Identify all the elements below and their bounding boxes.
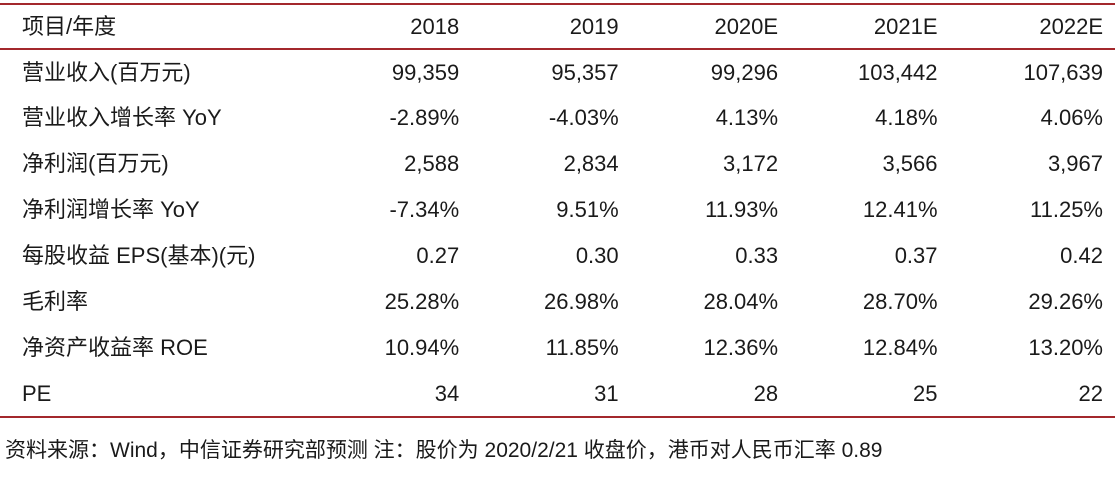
table-row: PE 34 31 28 25 22 [0, 371, 1115, 418]
cell-value: 12.36% [703, 335, 779, 360]
row-label: 净利润(百万元) [22, 151, 169, 176]
cell-value: 9.51% [556, 197, 619, 222]
cell-value: 0.33 [735, 243, 779, 268]
table-row: 每股收益 EPS(基本)(元) 0.27 0.30 0.33 0.37 0.42 [0, 233, 1115, 279]
cell-value: 4.18% [875, 105, 938, 130]
cell-value: 22 [955, 371, 1115, 418]
row-label: PE [0, 371, 318, 418]
cell-value: 12.41% [862, 197, 938, 222]
column-header-2022e: 2022E [955, 4, 1115, 50]
row-label: 营业收入(百万元) [22, 59, 191, 85]
cell-value: 31 [477, 371, 637, 418]
table-row: 毛利率 25.28% 26.98% 28.04% 28.70% 29.26% [0, 279, 1115, 325]
cell-value: 28 [636, 371, 797, 418]
column-header-2021e: 2021E [796, 4, 956, 50]
cell-value: 3,566 [882, 151, 938, 176]
column-header-item-year: 项目/年度 [0, 4, 318, 50]
cell-value: 29.26% [1028, 289, 1103, 314]
cell-value: 34 [317, 371, 478, 418]
cell-value: 99,296 [710, 59, 779, 85]
column-header-2018: 2018 [317, 4, 478, 50]
cell-value: 0.30 [575, 243, 619, 268]
table-row: 净资产收益率 ROE 10.94% 11.85% 12.36% 12.84% 13.20% [0, 325, 1115, 371]
table-row: 营业收入(百万元) 99,359 95,357 99,296 103,442 107,63… [0, 49, 1115, 95]
cell-value: 0.42 [1060, 243, 1103, 268]
cell-value: 3,172 [723, 151, 779, 176]
cell-value: 25 [796, 371, 956, 418]
cell-value: 103,442 [857, 59, 938, 85]
column-header-2019: 2019 [477, 4, 637, 50]
row-label: 毛利率 [22, 289, 89, 314]
table-row: 营业收入增长率 YoY -2.89% -4.03% 4.13% 4.18% 4.06% [0, 95, 1115, 141]
cell-value: 99,359 [391, 59, 460, 85]
column-header-2020e: 2020E [636, 4, 797, 50]
row-label: 净资产收益率 ROE [22, 335, 208, 360]
cell-value: -2.89% [389, 105, 460, 130]
cell-value: 10.94% [384, 335, 460, 360]
cell-value: 11.85% [545, 335, 619, 360]
table-row: 净利润(百万元) 2,588 2,834 3,172 3,566 3,967 [0, 141, 1115, 187]
cell-value: 28.04% [703, 289, 779, 314]
cell-value: 28.70% [862, 289, 938, 314]
cell-value: 2,834 [563, 151, 619, 176]
cell-value: 13.20% [1028, 335, 1103, 360]
header-row: 项目/年度 2018 2019 2020E 2021E 2022E [0, 4, 1115, 50]
cell-value: 26.98% [544, 289, 619, 314]
source-note: 资料来源：Wind，中信证券研究部预测 注：股价为 2020/2/21 收盘价，… [5, 439, 883, 462]
cell-value: 4.13% [715, 105, 779, 130]
cell-value: 4.06% [1040, 105, 1103, 130]
cell-value: 0.27 [416, 243, 460, 268]
cell-value: 2,588 [404, 151, 460, 176]
cell-value: 12.84% [862, 335, 938, 360]
row-label: 净利润增长率 YoY [22, 197, 200, 222]
cell-value: 11.25% [1030, 197, 1103, 222]
row-label: 营业收入增长率 YoY [22, 105, 222, 130]
cell-value: 0.37 [894, 243, 938, 268]
cell-value: -4.03% [548, 105, 619, 130]
cell-value: 107,639 [1023, 59, 1103, 85]
cell-value: -7.34% [389, 197, 460, 222]
cell-value: 95,357 [551, 59, 619, 85]
cell-value: 3,967 [1047, 151, 1103, 176]
table-row: 净利润增长率 YoY -7.34% 9.51% 11.93% 12.41% 11.25% [0, 187, 1115, 233]
financial-forecast-table: 项目/年度 2018 2019 2020E 2021E 2022E 营业收入(百… [0, 3, 1115, 418]
row-label: 每股收益 EPS(基本)(元) [22, 243, 256, 268]
cell-value: 11.93% [705, 197, 779, 222]
cell-value: 25.28% [384, 289, 460, 314]
